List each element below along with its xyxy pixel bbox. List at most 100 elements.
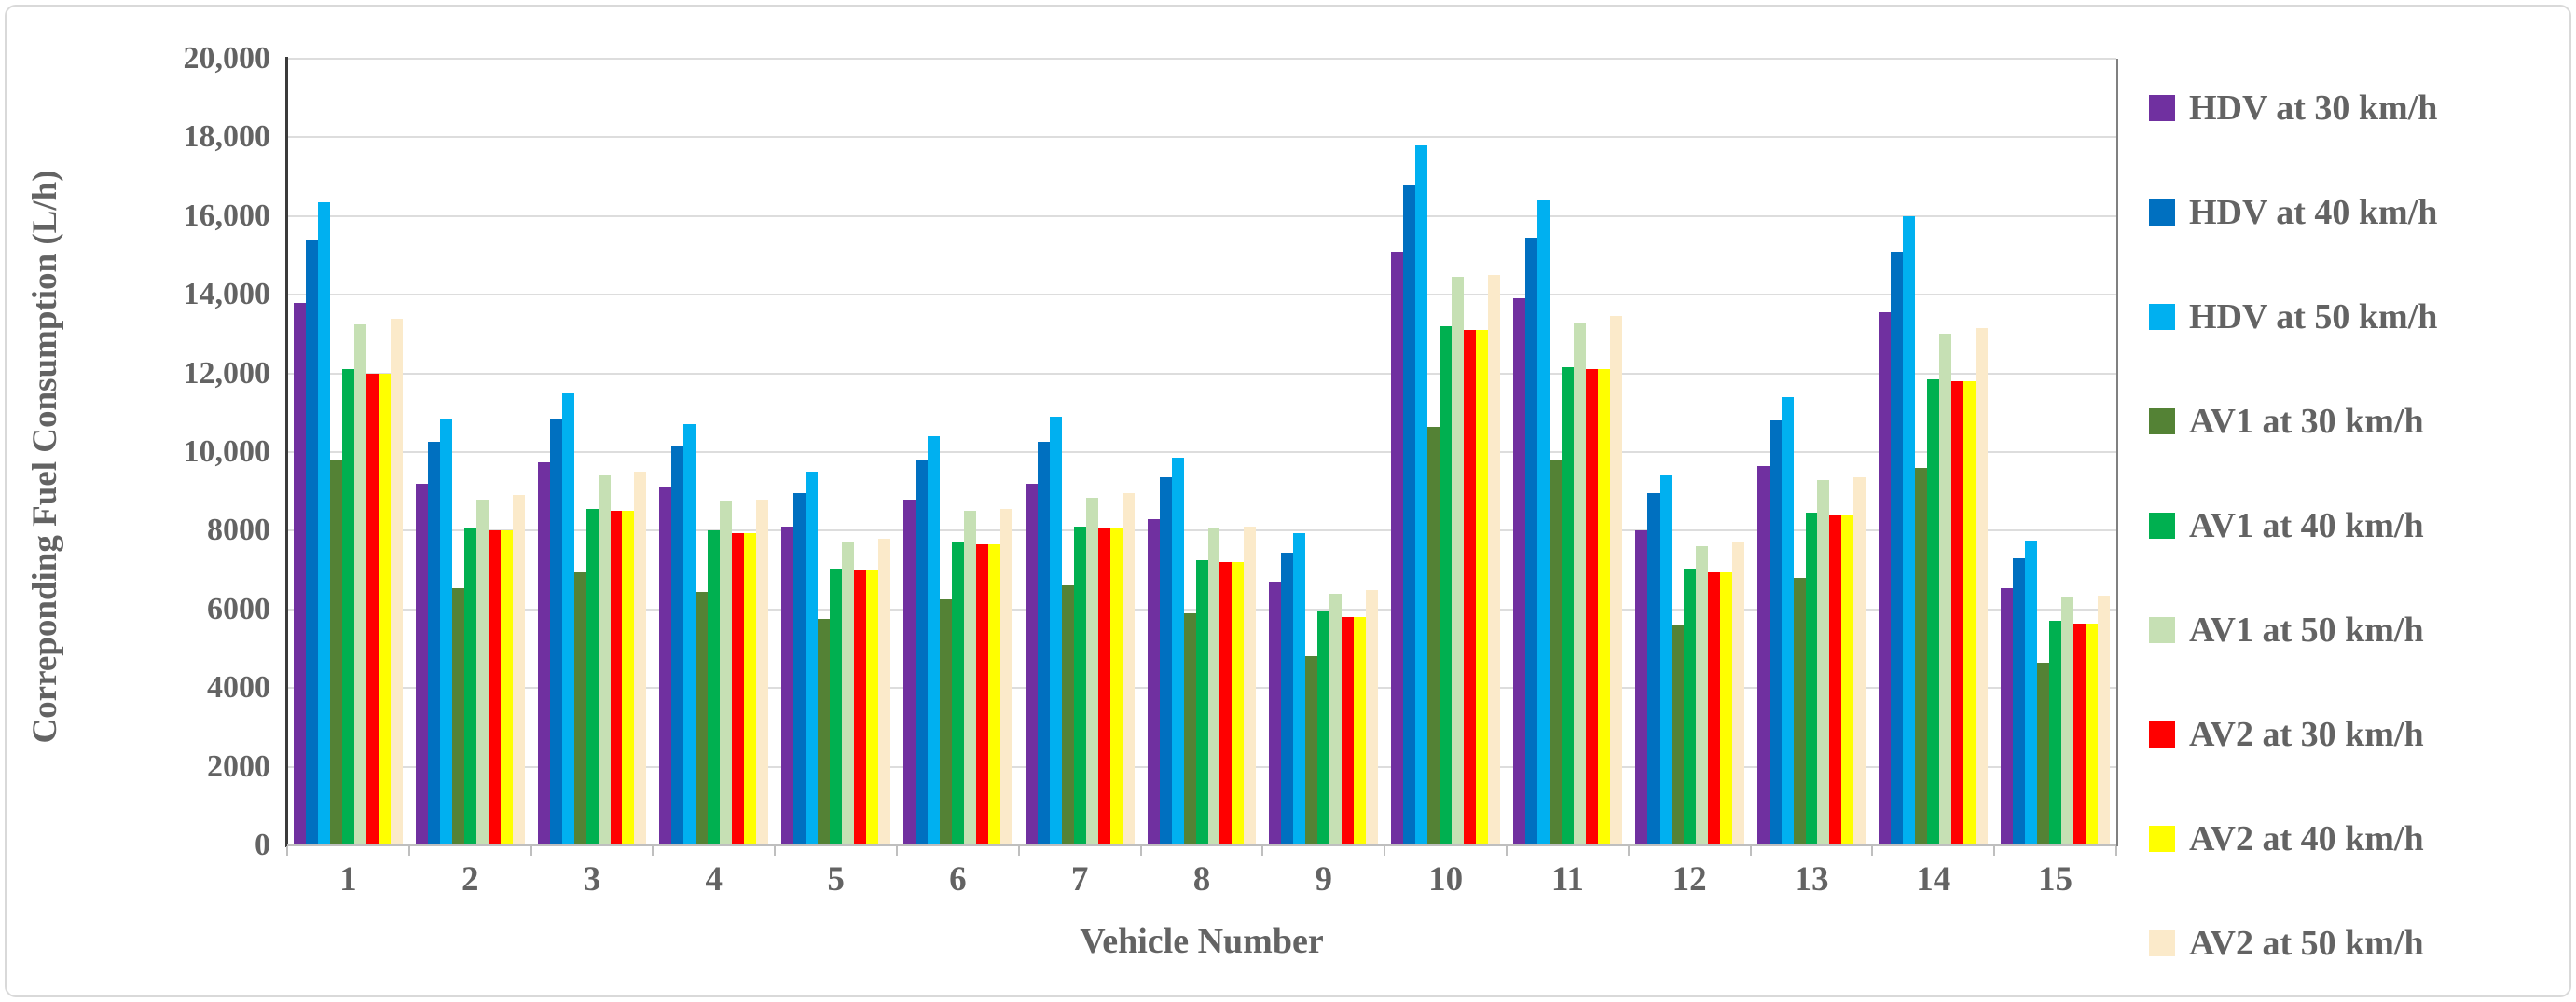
bar-v12-hdv-50 [1659,475,1672,845]
bar-v14-hdv-40 [1891,251,1904,845]
bar-v1-av2-40 [378,373,391,845]
bar-v5-hdv-40 [793,493,806,845]
x-category-label-10: 10 [1428,860,1464,899]
bar-v1-av2-50 [390,318,403,845]
bar-v9-av1-40 [1317,611,1330,845]
y-tick-label-12000: 12,000 [183,355,271,391]
gridline-16000 [287,214,2116,217]
bar-v5-av2-50 [878,538,891,845]
bar-group-vehicle-7 [1019,59,1141,845]
bar-v3-hdv-30 [537,461,550,845]
bar-v12-av1-40 [1683,568,1696,845]
gridline-14000 [287,294,2116,296]
bar-v4-av1-40 [708,530,721,845]
bar-v10-av2-40 [1476,330,1489,845]
bar-v2-av2-50 [512,495,525,845]
bar-v5-av1-50 [842,542,855,845]
bar-v10-hdv-30 [1391,251,1404,845]
bar-v13-av1-50 [1817,479,1830,845]
bar-v2-av2-30 [488,530,501,845]
legend-item-av2-50: AV2 at 50 km/h [2149,891,2559,995]
bar-v8-hdv-50 [1171,458,1184,845]
legend-swatch-av1-40 [2149,513,2175,539]
bar-v7-av2-40 [1109,528,1123,845]
bar-v9-av2-40 [1354,617,1367,845]
bar-v2-hdv-50 [439,419,452,845]
bar-v11-hdv-40 [1524,238,1537,845]
bar-v7-hdv-30 [1025,483,1038,845]
bar-v8-av2-40 [1232,562,1245,845]
x-tick-5 [896,846,898,856]
bar-group-vehicle-14 [1872,59,1994,845]
legend-swatch-hdv-30 [2149,95,2175,121]
bar-v12-av2-50 [1731,542,1744,845]
bar-v8-av1-30 [1183,613,1196,845]
legend-swatch-av1-30 [2149,408,2175,434]
bar-v7-av2-50 [1122,493,1135,845]
y-tick-label-0: 0 [255,828,270,862]
bar-v9-av2-50 [1366,589,1379,845]
bar-v6-hdv-30 [902,499,916,845]
legend-item-hdv-40: HDV at 40 km/h [2149,160,2559,265]
x-tick-1 [407,846,410,856]
bar-v2-hdv-40 [427,442,440,845]
x-tick-7 [1139,846,1142,856]
bar-v12-hdv-30 [1634,530,1647,845]
bar-group-vehicle-5 [775,59,897,845]
bar-v8-hdv-30 [1147,518,1160,845]
bar-group-vehicle-9 [1262,59,1384,845]
bar-v1-av1-50 [353,323,366,845]
x-category-label-11: 11 [1550,860,1584,899]
bar-v12-av1-50 [1695,546,1708,845]
bar-group-vehicle-15 [1994,59,2116,845]
bar-v4-av1-50 [720,501,733,845]
x-axis-line [287,844,2118,846]
x-tick-8 [1261,846,1264,856]
x-axis-category-labels: 1 2 3 4 5 6 7 8 9 10 11 12 13 14 15 [287,859,2116,899]
plot-right-border [2116,59,2118,846]
bar-v14-hdv-30 [1879,312,1892,845]
x-tick-3 [652,846,654,856]
legend-label-hdv-30: HDV at 30 km/h [2189,89,2438,128]
x-category-label-12: 12 [1672,860,1707,899]
bar-v10-av1-30 [1427,426,1440,845]
y-tick-label-18000: 18,000 [183,119,271,155]
bar-v14-av1-50 [1939,334,1952,845]
legend-item-av2-30: AV2 at 30 km/h [2149,682,2559,787]
x-category-label-7: 7 [1070,860,1089,899]
x-category-label-6: 6 [949,860,967,899]
x-tick-11 [1627,846,1630,856]
legend-label-av2-50: AV2 at 50 km/h [2189,924,2424,963]
bar-v4-hdv-50 [683,424,696,845]
bar-v12-av1-30 [1671,625,1684,845]
legend-swatch-av2-40 [2149,826,2175,852]
bar-v10-hdv-40 [1403,185,1416,845]
x-category-label-9: 9 [1315,860,1333,899]
bar-v8-av1-40 [1195,560,1208,845]
bar-v10-hdv-50 [1415,144,1428,845]
bar-v5-hdv-30 [781,527,794,845]
bar-v4-av2-30 [732,532,745,845]
bar-v6-av2-50 [999,509,1012,845]
bar-v9-hdv-50 [1293,532,1306,845]
legend-label-av1-40: AV1 at 40 km/h [2189,506,2424,545]
bar-v4-av2-50 [756,499,769,845]
bar-v13-hdv-40 [1769,420,1782,845]
gridline-18000 [287,136,2116,139]
bar-v3-av1-50 [598,475,611,845]
bar-v8-av1-50 [1207,528,1220,845]
bar-group-vehicle-12 [1629,59,1751,845]
bar-v3-av1-30 [573,571,586,845]
bar-v3-av2-50 [634,472,647,845]
x-tick-14 [1993,846,1996,856]
bar-v14-av1-30 [1915,467,1928,845]
bar-v6-av1-50 [963,511,976,845]
legend-label-av1-30: AV1 at 30 km/h [2189,402,2424,441]
x-category-label-14: 14 [1916,860,1951,899]
bar-v2-av1-50 [475,499,489,845]
bar-group-vehicle-2 [409,59,531,845]
x-category-label-1: 1 [339,860,357,899]
x-tick-12 [1749,846,1752,856]
bar-v14-av1-40 [1927,378,1940,845]
